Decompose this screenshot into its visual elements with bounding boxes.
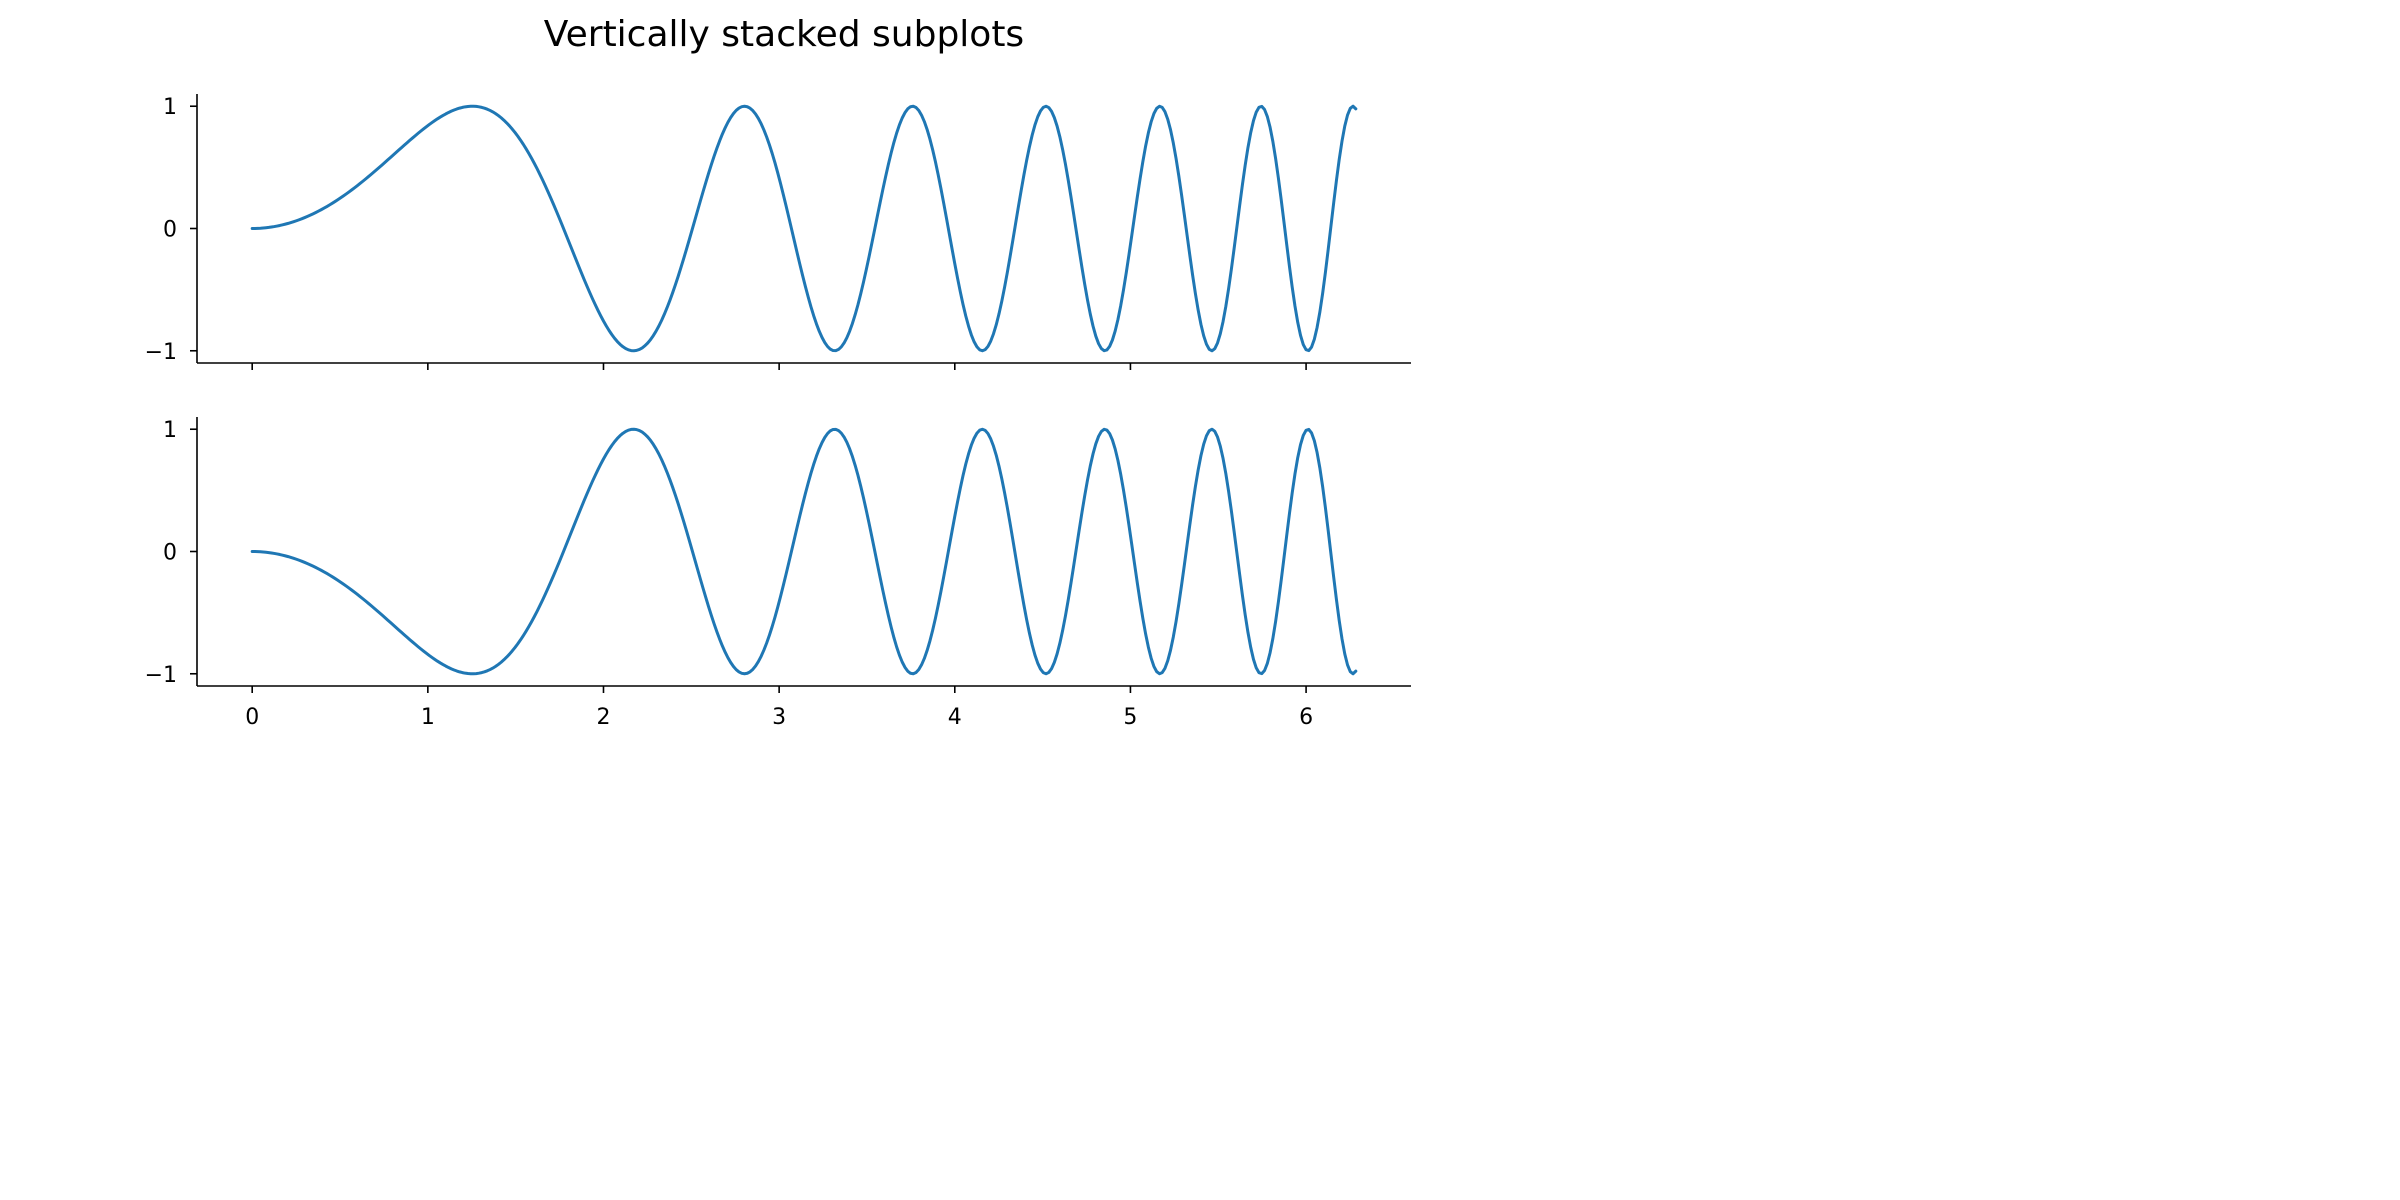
- y-tick-label: 1: [163, 418, 177, 443]
- series-line: [250, 104, 1358, 353]
- y-tick-label: −1: [145, 340, 177, 365]
- x-tick-label: 0: [245, 705, 259, 730]
- figure-title: Vertically stacked subplots: [544, 14, 1024, 55]
- series-line: [250, 427, 1358, 676]
- x-tick-label: 6: [1299, 705, 1313, 730]
- y-tick-label: 0: [163, 218, 177, 243]
- x-tick-label: 3: [772, 705, 786, 730]
- x-tick-label: 5: [1123, 705, 1137, 730]
- x-tick-label: 4: [948, 705, 962, 730]
- subplot-top: −1 0 1: [145, 94, 1411, 370]
- y-tick-label: −1: [145, 663, 177, 688]
- subplot-bottom: −1 0 1 0 1 2 3 4 5 6: [145, 417, 1411, 730]
- figure-canvas: Vertically stacked subplots −1 0 1 −1 0 1 0 1 2…: [145, 14, 1411, 730]
- y-tick-label: 1: [163, 95, 177, 120]
- x-tick-label: 1: [421, 705, 435, 730]
- x-tick-label: 2: [596, 705, 610, 730]
- y-tick-label: 0: [163, 541, 177, 566]
